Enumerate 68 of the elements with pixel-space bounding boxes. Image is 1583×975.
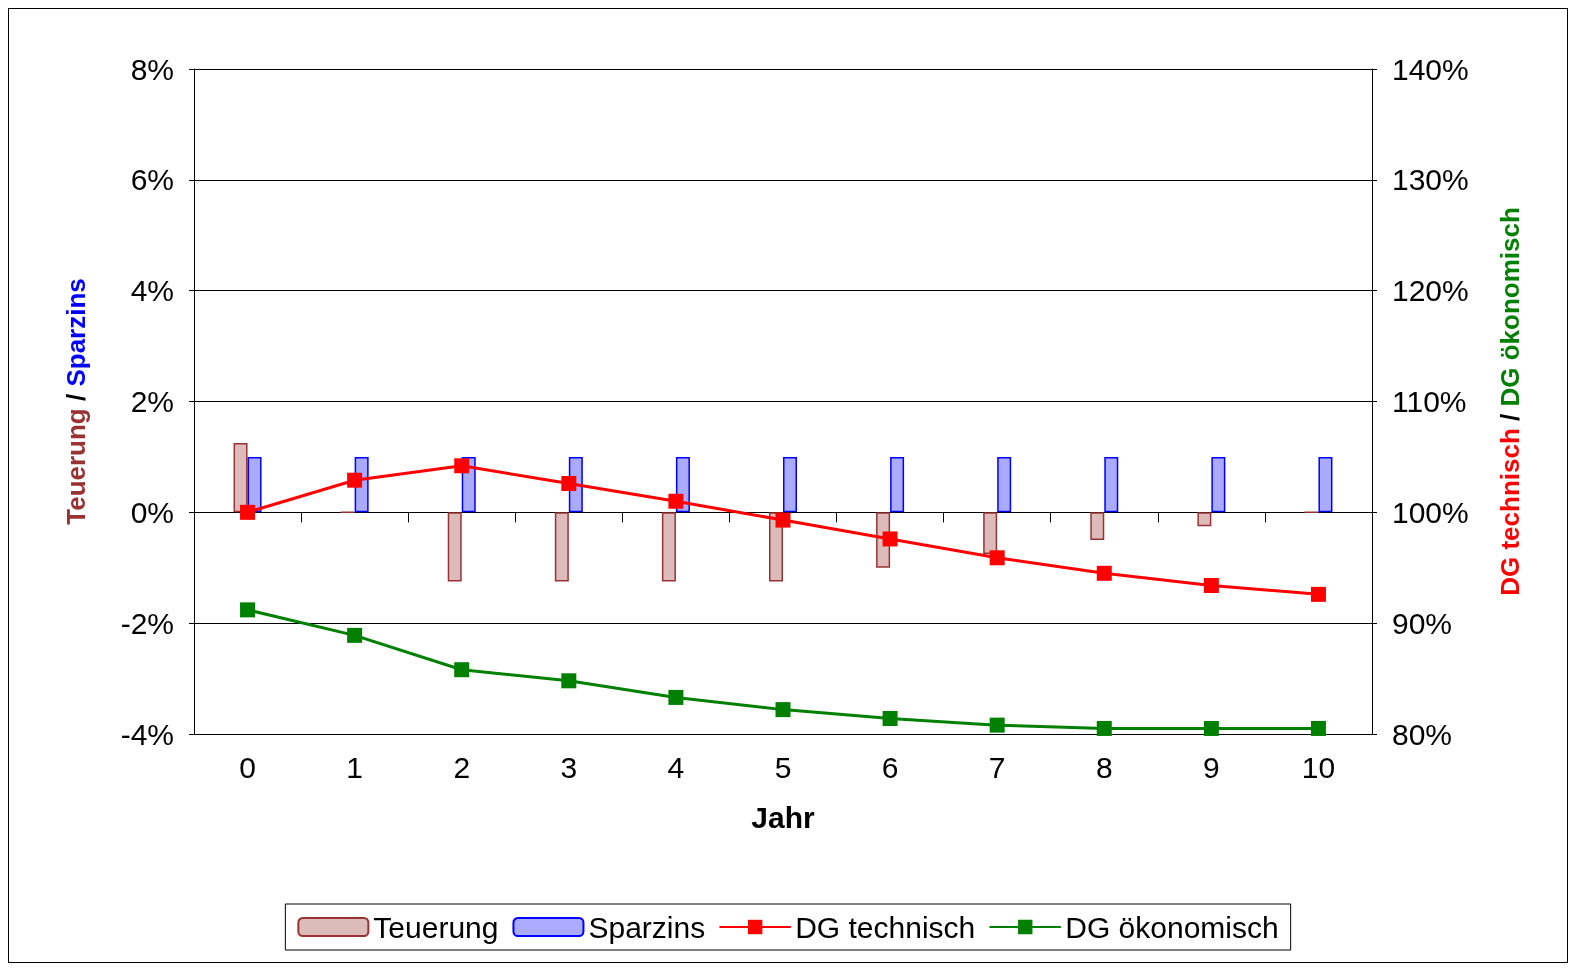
point (454, 458, 470, 474)
bar (783, 456, 797, 513)
y2-tick-label: 90% (1392, 606, 1453, 640)
x-axis-title: Jahr (751, 800, 816, 834)
legend-label: DG ökonomisch (1065, 910, 1279, 944)
bar (997, 456, 1012, 513)
point (1203, 720, 1219, 736)
y2-tick-label: 140% (1392, 52, 1469, 86)
legend-label: Teuerung (373, 910, 499, 944)
x-tick-label: 3 (560, 750, 578, 784)
point (347, 472, 363, 488)
point (347, 627, 363, 643)
x-tick-label: 8 (1095, 750, 1113, 784)
y2-axis-title: DG technisch / DG ökonomisch (1495, 207, 1525, 596)
x-tick-label: 9 (1203, 750, 1220, 784)
point (668, 493, 684, 509)
point (1203, 577, 1219, 593)
y-tick-label: 2% (130, 385, 174, 418)
bar (447, 512, 462, 582)
legend-label: DG technisch (795, 910, 976, 944)
point (668, 689, 684, 705)
point (1310, 720, 1326, 736)
bar (983, 512, 998, 554)
y2-tick-label: 130% (1392, 163, 1469, 197)
point (561, 673, 577, 689)
x-tick-label: 7 (988, 750, 1006, 784)
point (989, 717, 1005, 733)
point (1096, 720, 1112, 736)
x-tick-label: 1 (346, 750, 363, 784)
y2-tick-label: 120% (1392, 274, 1469, 308)
bar (1318, 456, 1333, 513)
point (561, 476, 577, 492)
bar (1090, 512, 1105, 541)
x-tick-label: 6 (881, 750, 899, 784)
point (1096, 565, 1112, 581)
y-tick-label: 4% (130, 274, 174, 308)
bar (890, 456, 905, 513)
bar (233, 443, 248, 513)
point (454, 662, 470, 678)
y-tick-label: 8% (130, 52, 174, 86)
point (882, 710, 898, 726)
x-tick-label: 2 (453, 750, 471, 784)
bar (661, 512, 676, 582)
bar (1104, 456, 1119, 513)
x-tick-label: 4 (667, 750, 685, 784)
y2-tick-label: 100% (1392, 495, 1469, 529)
y-tick-label: -4% (120, 717, 174, 751)
x-tick-label: 10 (1301, 750, 1336, 784)
point (240, 602, 256, 618)
bar (1211, 456, 1226, 513)
point (240, 504, 256, 520)
bar (1197, 512, 1212, 527)
bar (554, 512, 569, 582)
point (882, 531, 898, 547)
legend-label: Sparzins (588, 910, 706, 944)
y2-tick-label: 110% (1392, 385, 1467, 418)
point (775, 512, 791, 528)
x-tick-label: 5 (774, 750, 792, 784)
y-tick-label: 6% (130, 163, 174, 197)
point (989, 550, 1005, 566)
x-tick-label: 0 (239, 750, 256, 784)
y-axis-title: Teuerung / Sparzins (61, 278, 91, 525)
y-tick-label: 0% (130, 495, 174, 529)
y-tick-label: -2% (120, 606, 174, 640)
point (1310, 586, 1326, 602)
y2-tick-label: 80% (1392, 717, 1453, 751)
bar (247, 456, 262, 513)
point (775, 702, 791, 718)
